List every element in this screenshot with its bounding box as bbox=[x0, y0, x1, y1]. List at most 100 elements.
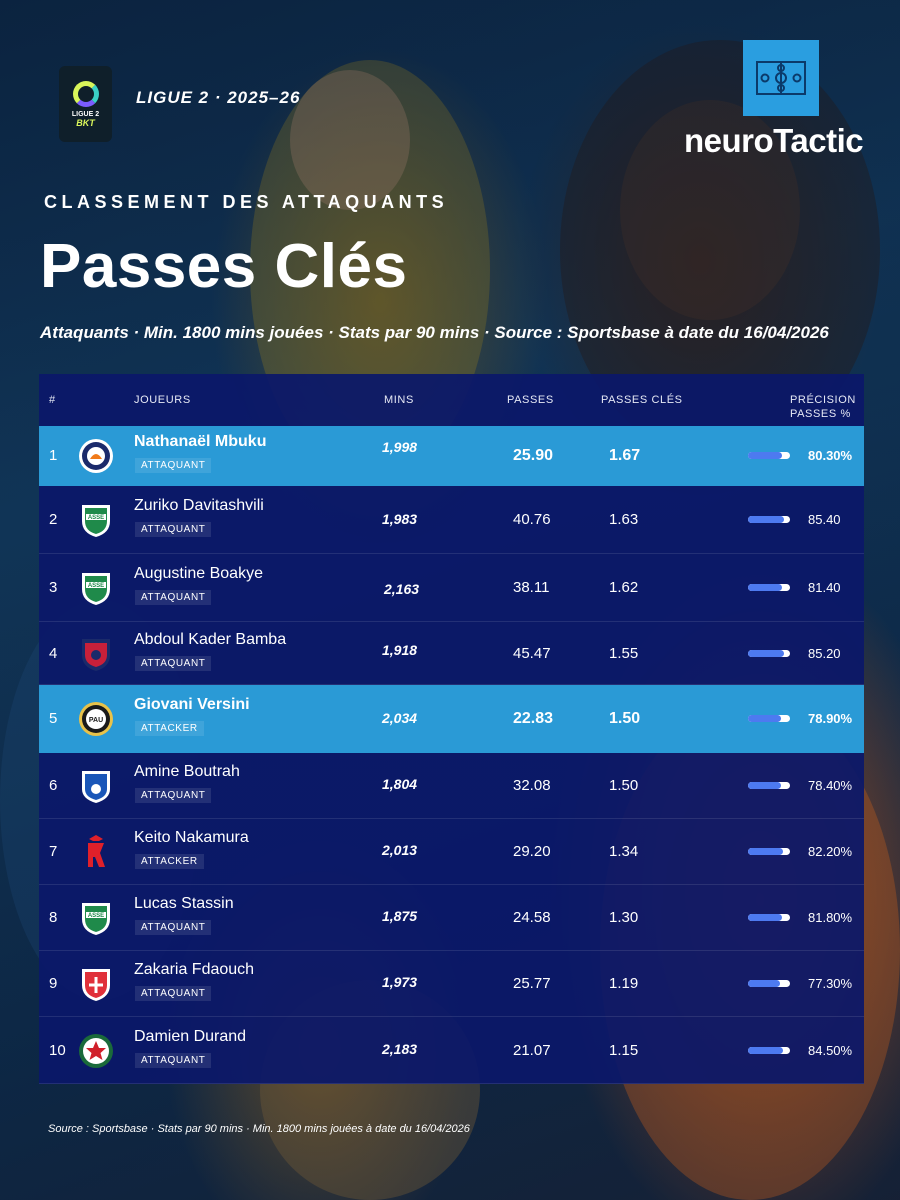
col-rank-header: # bbox=[49, 394, 56, 406]
accuracy-bar bbox=[748, 715, 790, 722]
row-divider bbox=[39, 621, 864, 622]
accuracy-bar-fill bbox=[748, 715, 782, 722]
svg-text:ASSE: ASSE bbox=[88, 913, 104, 919]
table-row: 10 Damien Durand ATTAQUANT 2,183 21.07 1.15 84… bbox=[39, 1017, 864, 1084]
rank-cell: 4 bbox=[49, 644, 58, 662]
svg-text:PAU: PAU bbox=[89, 717, 103, 724]
accuracy-bar-fill bbox=[748, 980, 781, 987]
row-divider bbox=[39, 950, 864, 951]
player-name: Amine Boutrah bbox=[134, 763, 240, 780]
table-row: 7 Keito Nakamura ATTACKER 2,013 29.20 1.34 82.… bbox=[39, 819, 864, 885]
key-passes-cell: 1.62 bbox=[609, 579, 639, 596]
passes-cell: 22.83 bbox=[513, 710, 554, 727]
rank-cell: 2 bbox=[49, 511, 58, 528]
mins-cell: 1,973 bbox=[382, 974, 418, 990]
passes-cell: 38.11 bbox=[513, 579, 550, 596]
row-divider bbox=[39, 553, 864, 554]
key-passes-cell: 1.15 bbox=[609, 1041, 639, 1059]
key-passes-cell: 1.50 bbox=[609, 710, 641, 727]
page-subtitle: CLASSEMENT DES ATTAQUANTS bbox=[44, 192, 449, 212]
brand-name: neuroTactic bbox=[684, 122, 864, 159]
mins-cell: 1,918 bbox=[382, 641, 418, 658]
col-mins-header: MINS bbox=[384, 394, 414, 406]
accuracy-bar bbox=[748, 914, 790, 921]
saint-etienne-crest-icon: ASSE bbox=[77, 569, 115, 607]
mins-cell: 1,804 bbox=[382, 776, 418, 792]
position-badge: ATTAQUANT bbox=[135, 788, 212, 803]
position-badge: ATTAQUANT bbox=[135, 655, 212, 671]
position-badge: ATTAQUANT bbox=[135, 590, 212, 605]
passes-cell: 45.47 bbox=[513, 644, 551, 662]
col-accuracy-header-line1: PRÉCISION bbox=[790, 394, 856, 406]
player-name: Abdoul Kader Bamba bbox=[134, 630, 287, 648]
rank-cell: 9 bbox=[49, 975, 58, 992]
red-star-crest-icon bbox=[77, 1032, 115, 1070]
svg-text:ASSE: ASSE bbox=[88, 583, 104, 589]
accuracy-bar bbox=[748, 452, 790, 459]
rank-cell: 6 bbox=[49, 777, 58, 794]
key-passes-cell: 1.55 bbox=[609, 644, 639, 662]
table-row: 9 Zakaria Fdaouch ATTAQUANT 1,973 25.77 1.19 7… bbox=[39, 951, 864, 1017]
col-player-header: JOUEURS bbox=[134, 394, 191, 406]
position-badge: ATTACKER bbox=[135, 854, 204, 869]
table-row: 2 ASSE Zuriko Davitashvili ATTAQUANT 1,983 40… bbox=[39, 486, 864, 554]
accuracy-bar bbox=[748, 649, 790, 657]
accuracy-bar bbox=[748, 516, 790, 523]
saint-etienne-crest-icon: ASSE bbox=[77, 501, 115, 539]
table-row: 5 PAU Giovani Versini ATTACKER 2,034 22.83 1.5… bbox=[39, 685, 864, 753]
table-row: 4 Abdoul Kader Bamba ATTAQUANT 1,918 45.47 1.… bbox=[39, 622, 864, 685]
passes-cell: 21.07 bbox=[513, 1041, 551, 1059]
accuracy-bar bbox=[748, 782, 790, 789]
accuracy-cell: 78.90% bbox=[808, 711, 853, 726]
accuracy-bar-fill bbox=[748, 452, 782, 459]
accuracy-bar-fill bbox=[748, 649, 784, 657]
saint-etienne-crest-icon: ASSE bbox=[77, 899, 115, 937]
table-header: # JOUEURS MINS PASSES PASSES CLÉS PRÉCIS… bbox=[39, 374, 864, 426]
row-divider bbox=[39, 884, 864, 885]
ligue2-logo-text: LIGUE 2 bbox=[71, 110, 100, 118]
table-row: 1 Nathanaël Mbuku ATTAQUANT 1,998 25.90 1.67 8… bbox=[39, 426, 864, 486]
key-passes-cell: 1.67 bbox=[609, 447, 641, 464]
accuracy-cell: 84.50% bbox=[808, 1042, 853, 1058]
rank-cell: 7 bbox=[49, 843, 58, 860]
accuracy-bar bbox=[748, 980, 790, 987]
accuracy-bar bbox=[748, 848, 790, 855]
player-name: Zuriko Davitashvili bbox=[134, 497, 264, 514]
clermont-crest-icon bbox=[77, 635, 115, 673]
pau-crest-icon: PAU bbox=[77, 700, 115, 738]
bastia-crest-icon bbox=[77, 767, 115, 805]
passes-cell: 40.76 bbox=[513, 511, 551, 528]
player-name: Lucas Stassin bbox=[134, 895, 234, 912]
footer-source-note: Source : Sportsbase · Stats par 90 mins … bbox=[48, 1123, 470, 1135]
table-row: 6 Amine Boutrah ATTAQUANT 1,804 32.08 1.50 78.… bbox=[39, 753, 864, 819]
accuracy-cell: 85.40 bbox=[808, 512, 841, 527]
mins-cell: 2,183 bbox=[382, 1040, 418, 1057]
ligue2-logo: LIGUE 2 BKT bbox=[59, 66, 112, 142]
player-name: Augustine Boakye bbox=[134, 565, 263, 582]
mins-cell: 1,983 bbox=[382, 511, 418, 527]
accuracy-bar-fill bbox=[748, 914, 783, 921]
col-key-passes-header: PASSES CLÉS bbox=[601, 394, 683, 406]
passes-cell: 25.77 bbox=[513, 975, 551, 992]
accuracy-cell: 85.20 bbox=[808, 645, 841, 661]
passes-cell: 29.20 bbox=[513, 843, 551, 860]
rank-cell: 8 bbox=[49, 909, 58, 926]
season-label: LIGUE 2 · 2025–26 bbox=[136, 88, 301, 107]
col-passes-header: PASSES bbox=[507, 394, 554, 406]
mins-cell: 1,998 bbox=[382, 439, 418, 455]
reims-crest-icon bbox=[77, 833, 115, 871]
accuracy-bar-fill bbox=[748, 848, 783, 855]
svg-text:ASSE: ASSE bbox=[88, 515, 104, 521]
key-passes-cell: 1.63 bbox=[609, 511, 639, 528]
accuracy-cell: 80.30% bbox=[808, 448, 853, 463]
table-row: 3 ASSE Augustine Boakye ATTAQUANT 2,163 38.11… bbox=[39, 554, 864, 622]
mins-cell: 2,013 bbox=[382, 842, 418, 858]
accuracy-bar-fill bbox=[748, 1046, 784, 1054]
accuracy-bar bbox=[748, 584, 790, 591]
ranking-table: # JOUEURS MINS PASSES PASSES CLÉS PRÉCIS… bbox=[39, 374, 864, 1084]
montpellier-crest-icon bbox=[77, 437, 115, 475]
page-title: Passes Clés bbox=[40, 232, 408, 301]
mins-cell: 2,034 bbox=[382, 710, 418, 726]
position-badge: ATTAQUANT bbox=[135, 986, 212, 1001]
passes-cell: 25.90 bbox=[513, 447, 554, 464]
